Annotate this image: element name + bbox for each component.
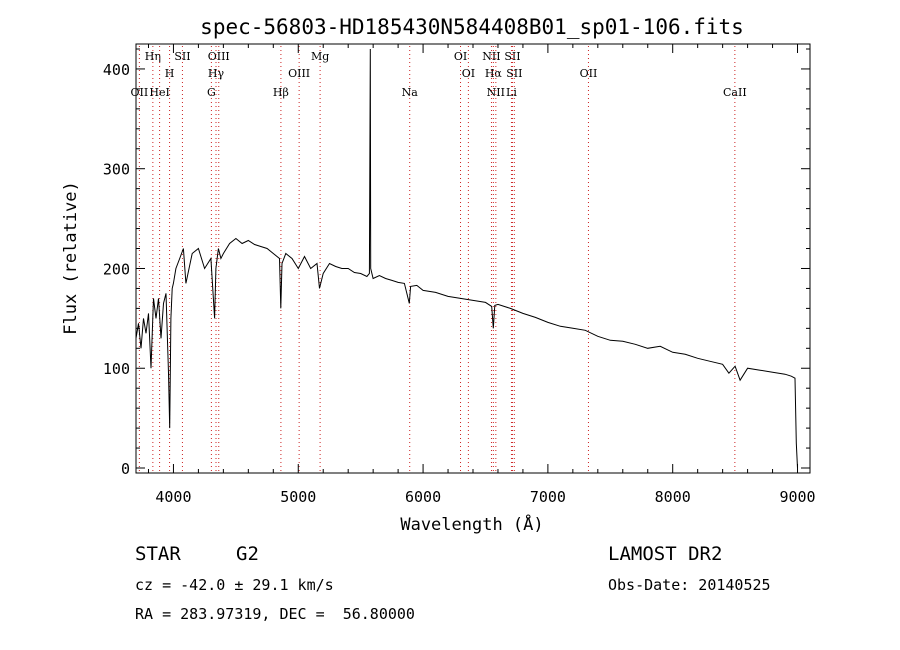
spectral-subclass: G2 bbox=[236, 543, 259, 565]
line-label-19: Li bbox=[506, 86, 517, 99]
line-label-11: Na bbox=[402, 86, 419, 99]
line-label-4: SII bbox=[174, 50, 190, 63]
line-label-9: OIII bbox=[288, 67, 310, 80]
survey-name: LAMOST DR2 bbox=[608, 543, 723, 565]
line-label-17: SII bbox=[504, 50, 520, 63]
line-label-1: Hη bbox=[145, 50, 161, 63]
redshift-value: cz = -42.0 ± 29.1 km/s bbox=[135, 576, 334, 594]
line-label-7: G bbox=[207, 86, 216, 99]
line-label-5: OIII bbox=[208, 50, 230, 63]
line-label-13: OI bbox=[462, 67, 475, 80]
observation-date: Obs-Date: 20140525 bbox=[608, 576, 771, 594]
plot-frame bbox=[135, 43, 811, 474]
line-label-15: Hα bbox=[485, 67, 503, 80]
line-label-3: H bbox=[165, 67, 175, 80]
line-label-10: Mg bbox=[311, 50, 329, 63]
x-tick-label-4: 8000 bbox=[655, 488, 691, 506]
line-label-20: OII bbox=[580, 67, 598, 80]
chart-title: spec-56803-HD185430N584408B01_sp01-106.f… bbox=[200, 15, 744, 39]
y-tick-label-4: 400 bbox=[103, 61, 130, 79]
line-label-2: HeI bbox=[149, 86, 169, 99]
y-tick-label-1: 100 bbox=[103, 360, 130, 378]
x-axis-label: Wavelength (Å) bbox=[400, 513, 543, 535]
x-tick-label-5: 9000 bbox=[779, 488, 815, 506]
line-label-12: OI bbox=[454, 50, 467, 63]
line-label-6: Hγ bbox=[208, 67, 225, 80]
x-tick-label-0: 4000 bbox=[155, 488, 191, 506]
object-type: STAR bbox=[135, 543, 181, 565]
sky-coordinates: RA = 283.97319, DEC = 56.80000 bbox=[135, 605, 415, 623]
line-label-18: SII bbox=[506, 67, 522, 80]
y-tick-label-3: 300 bbox=[103, 161, 130, 179]
line-label-14: NII bbox=[482, 50, 500, 63]
line-label-0: OII bbox=[131, 86, 149, 99]
y-tick-label-0: 0 bbox=[121, 460, 130, 478]
line-label-21: CaII bbox=[723, 86, 747, 99]
spectrum-series bbox=[135, 48, 798, 469]
line-label-8: Hβ bbox=[273, 86, 289, 99]
x-tick-label-3: 7000 bbox=[530, 488, 566, 506]
x-tick-label-1: 5000 bbox=[280, 488, 316, 506]
y-tick-label-2: 200 bbox=[103, 260, 130, 278]
y-axis-label: Flux (relative) bbox=[61, 181, 81, 335]
x-tick-label-2: 6000 bbox=[405, 488, 441, 506]
line-label-16: NII bbox=[487, 86, 505, 99]
